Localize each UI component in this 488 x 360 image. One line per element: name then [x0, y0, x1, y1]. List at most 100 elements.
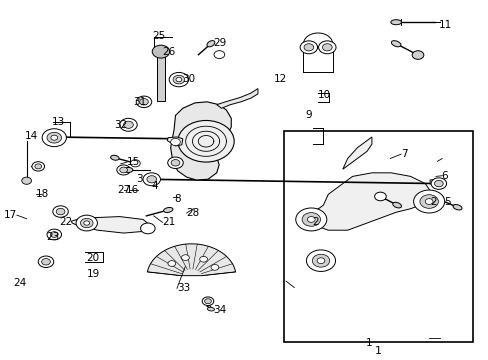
Circle shape: [136, 96, 151, 108]
Ellipse shape: [163, 207, 173, 212]
Circle shape: [300, 41, 317, 54]
Text: 9: 9: [305, 110, 311, 120]
Circle shape: [42, 129, 66, 147]
Text: 1: 1: [366, 338, 372, 348]
Text: 20: 20: [86, 253, 100, 263]
Circle shape: [152, 45, 169, 58]
Circle shape: [50, 231, 58, 237]
Circle shape: [176, 77, 182, 82]
Text: 23: 23: [46, 232, 59, 242]
Circle shape: [83, 221, 89, 225]
Circle shape: [430, 194, 443, 203]
Circle shape: [173, 75, 184, 84]
Ellipse shape: [110, 155, 119, 160]
Text: 30: 30: [182, 74, 195, 84]
Circle shape: [316, 258, 324, 264]
Circle shape: [318, 41, 335, 54]
Text: 21: 21: [162, 217, 175, 227]
Text: 27: 27: [117, 185, 130, 195]
Circle shape: [47, 132, 61, 143]
Circle shape: [202, 297, 213, 306]
Text: 14: 14: [25, 131, 38, 141]
Polygon shape: [308, 173, 429, 230]
Text: 33: 33: [177, 283, 190, 293]
Circle shape: [312, 254, 329, 267]
Ellipse shape: [390, 41, 400, 47]
Bar: [156, 51, 165, 101]
Circle shape: [204, 299, 211, 304]
Circle shape: [430, 178, 446, 189]
Circle shape: [140, 223, 155, 234]
Text: 3: 3: [136, 174, 142, 184]
Circle shape: [167, 157, 183, 168]
Circle shape: [53, 206, 68, 217]
Polygon shape: [342, 137, 371, 169]
Circle shape: [322, 44, 331, 51]
Text: 12: 12: [273, 74, 286, 84]
Text: 19: 19: [86, 269, 100, 279]
Circle shape: [413, 190, 444, 213]
Text: 18: 18: [36, 189, 49, 199]
Circle shape: [302, 213, 320, 226]
Polygon shape: [71, 217, 149, 233]
Circle shape: [171, 159, 180, 166]
Circle shape: [304, 44, 313, 51]
Text: 29: 29: [212, 38, 225, 48]
Text: 10: 10: [317, 90, 330, 100]
Text: 16: 16: [125, 185, 139, 195]
Circle shape: [295, 208, 326, 231]
Circle shape: [214, 51, 224, 59]
Text: 22: 22: [59, 217, 72, 227]
Circle shape: [178, 121, 234, 162]
Text: 6: 6: [440, 171, 447, 181]
Text: 28: 28: [186, 208, 200, 218]
Circle shape: [167, 261, 175, 266]
Circle shape: [306, 250, 335, 271]
Circle shape: [307, 217, 315, 222]
Ellipse shape: [390, 20, 401, 25]
Text: 2: 2: [312, 217, 319, 227]
Ellipse shape: [452, 204, 461, 210]
Text: 2: 2: [429, 197, 436, 207]
Text: 1: 1: [374, 346, 381, 356]
Text: 17: 17: [3, 210, 17, 220]
Circle shape: [120, 118, 137, 131]
Circle shape: [411, 51, 423, 59]
Text: 7: 7: [400, 149, 407, 159]
Polygon shape: [216, 89, 257, 108]
Text: 8: 8: [174, 194, 180, 204]
Circle shape: [117, 165, 130, 175]
Text: 13: 13: [52, 117, 65, 127]
Text: 4: 4: [151, 181, 158, 191]
Circle shape: [47, 229, 61, 240]
Circle shape: [181, 255, 189, 261]
Circle shape: [211, 265, 218, 270]
Circle shape: [35, 164, 41, 169]
Ellipse shape: [207, 307, 214, 311]
Circle shape: [146, 176, 156, 183]
Text: 11: 11: [438, 20, 451, 30]
Circle shape: [120, 167, 127, 173]
Circle shape: [433, 180, 442, 187]
Polygon shape: [429, 179, 444, 187]
Polygon shape: [170, 102, 231, 180]
Circle shape: [169, 72, 188, 87]
Text: 32: 32: [114, 121, 127, 130]
Circle shape: [199, 256, 207, 262]
Ellipse shape: [206, 41, 214, 47]
Polygon shape: [167, 137, 183, 146]
Circle shape: [123, 121, 133, 129]
Circle shape: [81, 219, 93, 228]
Circle shape: [32, 162, 44, 171]
Circle shape: [419, 195, 437, 208]
Circle shape: [374, 192, 386, 201]
Circle shape: [170, 138, 180, 145]
Circle shape: [56, 208, 65, 215]
Text: 5: 5: [443, 197, 449, 207]
Circle shape: [425, 199, 432, 204]
Text: 26: 26: [162, 46, 175, 57]
Text: 31: 31: [133, 97, 146, 107]
Circle shape: [142, 173, 160, 186]
Circle shape: [140, 99, 148, 105]
Circle shape: [41, 258, 50, 265]
